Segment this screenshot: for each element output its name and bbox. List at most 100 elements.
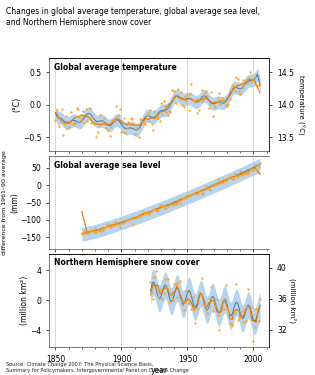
Point: [219, 179, 224, 185]
Point: [238, 91, 243, 97]
Point: [198, 187, 203, 193]
Point: [132, 131, 137, 137]
Point: [156, 115, 161, 121]
Point: [242, 81, 247, 87]
Point: [119, 220, 124, 226]
Point: [202, 302, 207, 308]
Point: [230, 176, 235, 182]
Point: [123, 217, 128, 223]
Point: [166, 202, 171, 208]
Point: [214, 296, 219, 302]
Point: [246, 286, 251, 292]
Point: [124, 126, 129, 132]
Point: [239, 172, 244, 178]
Point: [152, 108, 157, 114]
Point: [198, 98, 203, 104]
Point: [136, 213, 141, 219]
Point: [170, 95, 175, 101]
Point: [158, 203, 163, 209]
Point: [62, 122, 67, 128]
Point: [163, 203, 168, 209]
Point: [166, 299, 171, 305]
Point: [75, 106, 80, 112]
Point: [237, 172, 242, 178]
Point: [205, 310, 210, 316]
Point: [55, 114, 60, 120]
Point: [103, 224, 108, 230]
Point: [93, 118, 98, 124]
Point: [205, 93, 210, 99]
Point: [258, 296, 263, 302]
Point: [86, 230, 91, 236]
Point: [225, 176, 230, 181]
Point: [181, 308, 186, 314]
Point: [155, 286, 160, 292]
Point: [255, 162, 260, 168]
Point: [81, 231, 86, 237]
Point: [108, 224, 113, 230]
Point: [114, 103, 119, 109]
Point: [184, 288, 189, 294]
Point: [81, 108, 86, 114]
Point: [186, 300, 191, 306]
Point: [254, 306, 259, 312]
Point: [240, 171, 245, 177]
Point: [242, 307, 247, 313]
Point: [148, 107, 153, 113]
Point: [131, 220, 136, 226]
Point: [99, 119, 104, 125]
Point: [194, 305, 199, 311]
Point: [243, 170, 248, 176]
Point: [112, 219, 117, 225]
Point: [169, 296, 174, 302]
Point: [73, 120, 78, 126]
Point: [213, 303, 218, 309]
Point: [199, 191, 204, 197]
Point: [189, 192, 194, 198]
Point: [235, 174, 240, 180]
Point: [242, 170, 247, 176]
Point: [180, 102, 185, 108]
Point: [128, 115, 133, 121]
Point: [244, 170, 249, 176]
Point: [89, 227, 94, 233]
Point: [227, 173, 232, 179]
Point: [256, 318, 261, 324]
Point: [177, 96, 182, 102]
Point: [258, 160, 263, 166]
Point: [210, 112, 215, 118]
Point: [210, 308, 215, 314]
Point: [175, 294, 180, 300]
Point: [196, 299, 201, 305]
Point: [254, 82, 259, 88]
Point: [230, 321, 235, 327]
Point: [124, 217, 129, 223]
Point: [227, 96, 232, 102]
Point: [173, 201, 178, 207]
Point: [192, 98, 197, 104]
Point: [175, 200, 180, 206]
Point: [220, 97, 226, 103]
Point: [252, 324, 257, 330]
Text: Northern Hemisphere snow cover: Northern Hemisphere snow cover: [54, 258, 200, 267]
Point: [116, 112, 121, 118]
Point: [228, 87, 233, 93]
Point: [218, 307, 223, 313]
Point: [244, 304, 249, 310]
Point: [192, 190, 197, 196]
Point: [178, 297, 183, 303]
Point: [85, 118, 90, 124]
Point: [217, 90, 222, 96]
Point: [136, 134, 141, 140]
Point: [194, 192, 199, 198]
Point: [181, 195, 186, 201]
Point: [235, 76, 240, 82]
Point: [149, 208, 154, 214]
Point: [149, 289, 154, 295]
Point: [209, 284, 214, 290]
Point: [137, 211, 142, 217]
Point: [104, 222, 109, 228]
Text: Global average sea level: Global average sea level: [54, 160, 161, 170]
Point: [74, 105, 79, 111]
Point: [153, 207, 158, 213]
